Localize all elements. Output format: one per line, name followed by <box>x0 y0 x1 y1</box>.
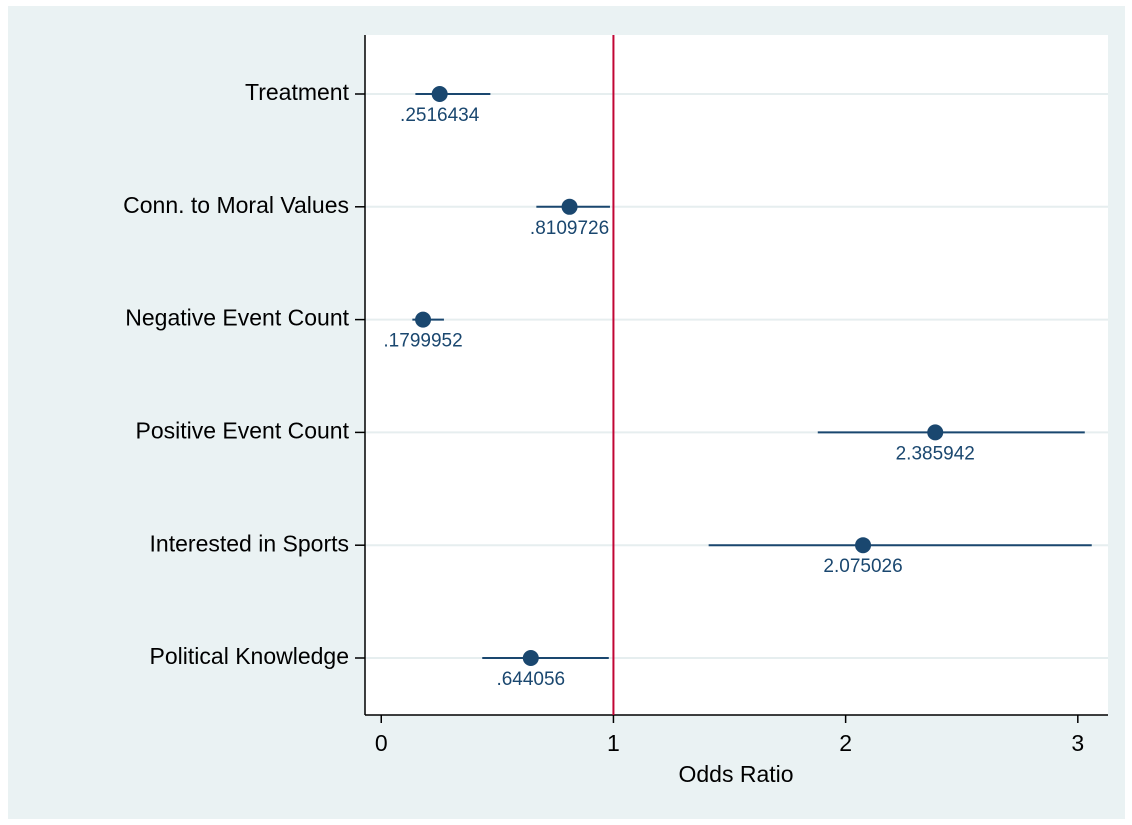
plot-area <box>365 35 1108 715</box>
y-tick-label: Interested in Sports <box>150 530 349 556</box>
value-label: 2.385942 <box>896 443 975 464</box>
x-axis-label: Odds Ratio <box>678 761 793 787</box>
point-estimate <box>561 198 578 215</box>
value-label: 2.075026 <box>823 556 902 577</box>
y-tick-label: Negative Event Count <box>125 305 349 331</box>
x-tick-label: 1 <box>607 730 620 756</box>
y-tick-label: Positive Event Count <box>135 417 349 443</box>
point-estimate <box>431 86 448 102</box>
y-tick-label: Treatment <box>245 79 350 105</box>
point-estimate <box>927 424 944 441</box>
value-label: .2516434 <box>400 105 480 126</box>
value-label: .8109726 <box>530 218 609 239</box>
point-estimate <box>415 311 432 328</box>
x-tick-label: 0 <box>375 730 388 756</box>
value-label: .1799952 <box>383 331 462 352</box>
y-tick-label: Political Knowledge <box>150 643 349 669</box>
point-estimate <box>855 537 872 554</box>
point-estimate <box>522 650 539 666</box>
x-tick-label: 2 <box>839 730 852 756</box>
x-tick-label: 3 <box>1071 730 1084 756</box>
y-tick-label: Conn. to Moral Values <box>123 192 349 218</box>
value-label: .644056 <box>496 669 565 690</box>
